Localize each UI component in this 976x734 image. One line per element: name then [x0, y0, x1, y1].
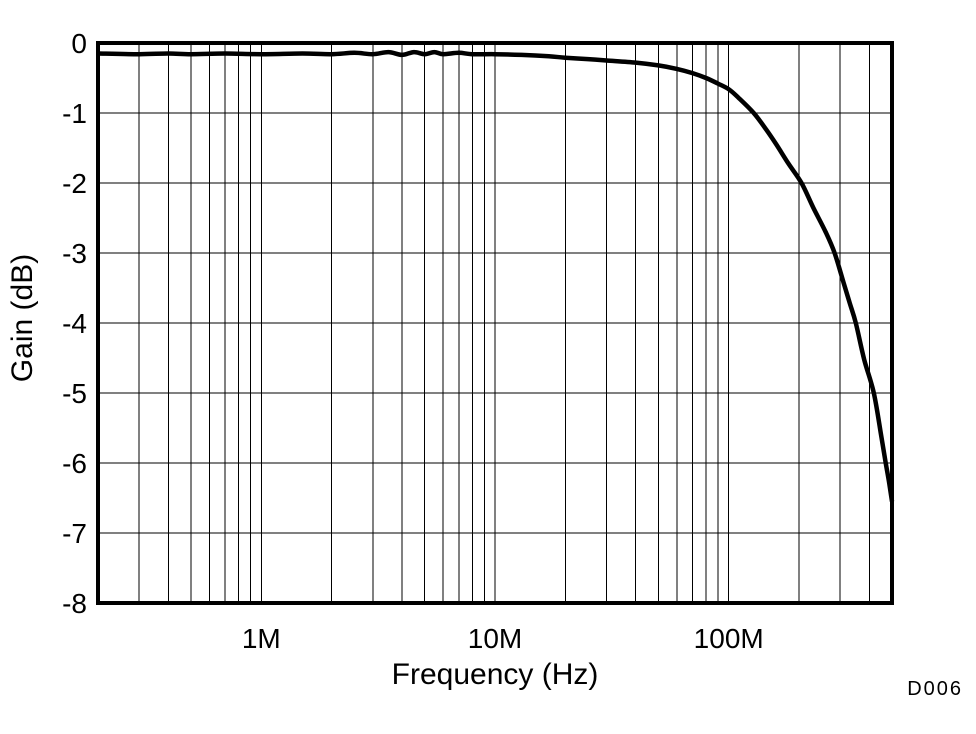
y-tick-label--7: -7 — [62, 518, 87, 549]
y-tick-label--3: -3 — [62, 238, 87, 269]
y-tick-label--5: -5 — [62, 378, 87, 409]
x-tick-label-10M: 10M — [468, 623, 522, 654]
y-tick-label--1: -1 — [62, 98, 87, 129]
y-tick-label--4: -4 — [62, 308, 87, 339]
x-tick-label-100M: 100M — [694, 623, 764, 654]
plot-border — [96, 41, 894, 605]
figure-id-watermark: D006 — [907, 678, 963, 700]
gain-curve — [97, 49, 895, 502]
x-axis-title: Frequency (Hz) — [392, 658, 599, 691]
grid-layer — [98, 43, 892, 603]
y-tick-label--8: -8 — [62, 588, 87, 619]
curve-layer — [97, 49, 895, 502]
y-tick-label--2: -2 — [62, 168, 87, 199]
y-tick-label--6: -6 — [62, 448, 87, 479]
tick-layer: 1M 10M 100M 0 -1 -2 -3 -4 -5 -6 -7 -8 — [62, 28, 764, 654]
y-tick-label-0: 0 — [71, 28, 87, 59]
x-tick-label-1M: 1M — [242, 623, 281, 654]
y-axis-title: Gain (dB) — [6, 254, 39, 382]
